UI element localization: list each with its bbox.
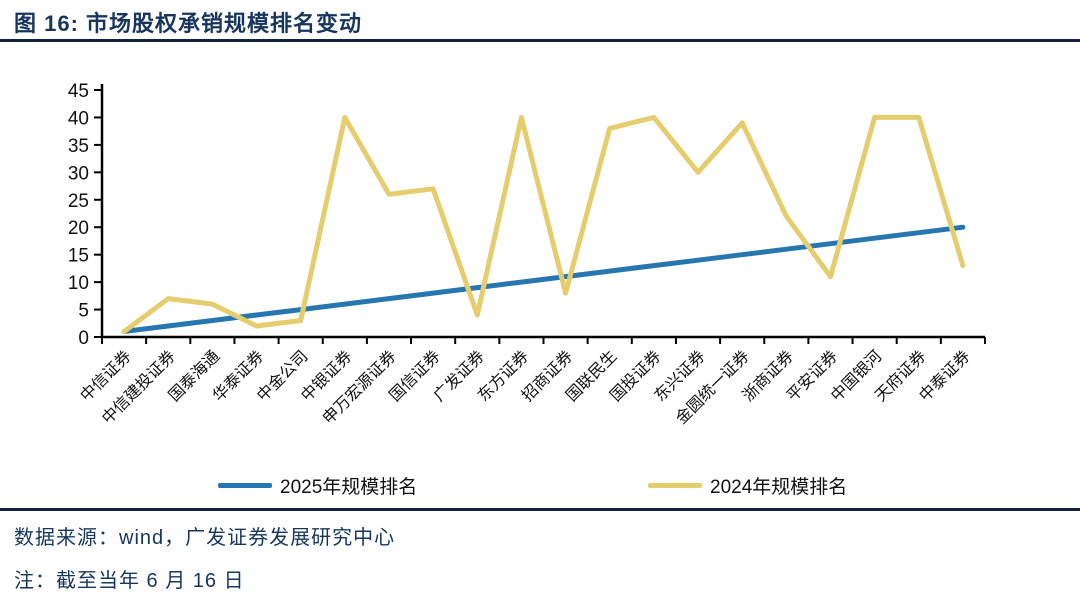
legend-item-2025: 2025年规模排名 — [218, 472, 417, 499]
legend-label-2024: 2024年规模排名 — [710, 477, 848, 498]
y-tick-label: 35 — [68, 136, 89, 157]
y-tick-label: 30 — [68, 163, 89, 184]
y-tick-label: 25 — [68, 191, 89, 212]
y-tick-label: 45 — [68, 81, 89, 102]
y-tick-label: 5 — [78, 301, 89, 322]
footer-rule — [0, 508, 1080, 511]
y-tick-label: 20 — [68, 218, 89, 239]
data-source-text: 数据来源：wind，广发证券发展研究中心 — [14, 527, 396, 549]
legend-label-2025: 2025年规模排名 — [280, 477, 418, 498]
y-tick-label: 10 — [68, 273, 89, 294]
note-text: 注：截至当年 6 月 16 日 — [14, 570, 245, 592]
header-rule — [0, 39, 1080, 42]
legend-swatch-2024 — [648, 483, 702, 488]
series-line-2025 — [121, 224, 966, 334]
legend-item-2024: 2024年规模排名 — [648, 472, 847, 499]
y-tick-label: 0 — [78, 328, 89, 349]
figure-title: 图 16: 市场股权承销规模排名变动 — [14, 11, 363, 36]
y-tick-label: 40 — [68, 108, 89, 129]
legend-swatch-2025 — [218, 483, 272, 488]
y-tick-label: 15 — [68, 246, 89, 267]
series-line-2024 — [121, 114, 966, 334]
